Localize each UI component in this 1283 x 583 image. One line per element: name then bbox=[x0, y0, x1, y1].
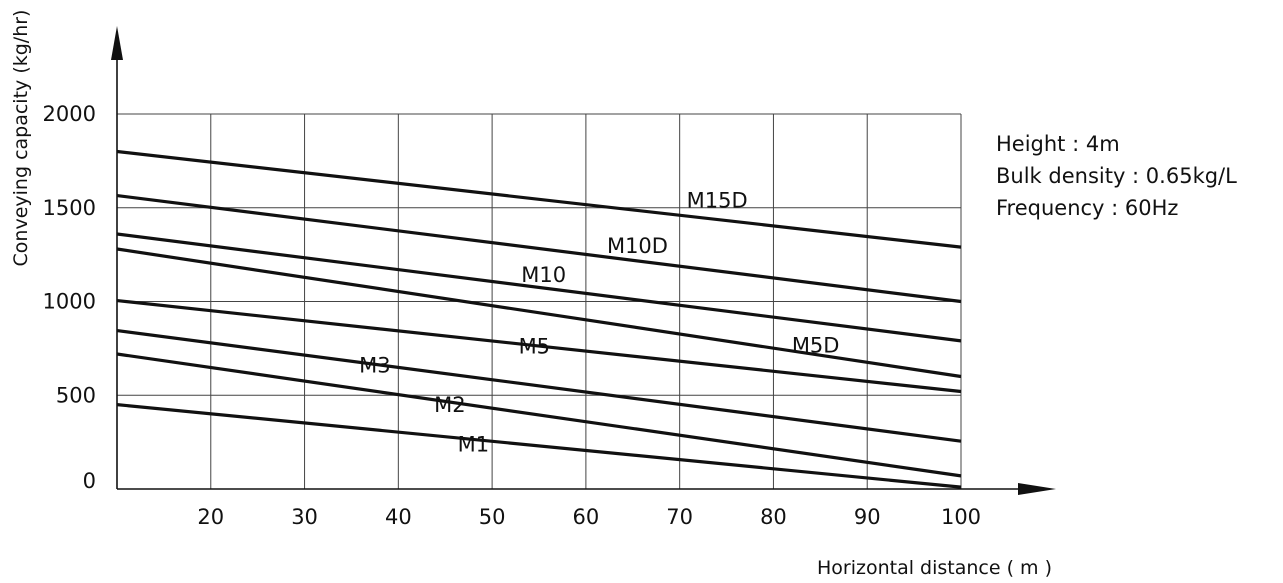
x-tick-label: 70 bbox=[666, 505, 693, 529]
x-tick-label: 80 bbox=[760, 505, 787, 529]
series-line-m10d bbox=[116, 193, 962, 304]
grid bbox=[117, 113, 962, 489]
x-tick-label: 40 bbox=[385, 505, 412, 529]
y-tick-label: 1000 bbox=[43, 290, 96, 314]
annotation-height: Height : 4m bbox=[996, 132, 1120, 156]
y-axis-arrow-icon bbox=[111, 26, 123, 60]
x-tick-label: 60 bbox=[573, 505, 600, 529]
series-line-m10 bbox=[116, 232, 962, 343]
annotation-bulk-density: Bulk density : 0.65kg/L bbox=[996, 164, 1237, 188]
x-tick-label: 50 bbox=[479, 505, 506, 529]
series-line-m5d bbox=[116, 247, 962, 379]
series-labels: M15D M10D M10 M5D M5 M3 M2 M1 bbox=[359, 189, 839, 457]
series-label-m1: M1 bbox=[458, 432, 489, 456]
annotation-frequency: Frequency : 60Hz bbox=[996, 196, 1179, 220]
series-label-m15d: M15D bbox=[687, 189, 748, 213]
series-line-m3 bbox=[116, 328, 962, 443]
axes bbox=[111, 26, 1056, 495]
y-tick-label: 0 bbox=[83, 469, 96, 493]
x-tick-label: 100 bbox=[941, 505, 981, 529]
x-axis-arrow-icon bbox=[1018, 483, 1056, 495]
series-line-m2 bbox=[116, 352, 962, 478]
x-tick-label: 90 bbox=[854, 505, 881, 529]
series-line-m15d bbox=[116, 149, 962, 249]
series-lines bbox=[116, 149, 962, 489]
x-tick-label: 20 bbox=[197, 505, 224, 529]
y-tick-label: 2000 bbox=[43, 102, 96, 126]
series-label-m5d: M5D bbox=[792, 334, 840, 358]
x-tick-label: 30 bbox=[291, 505, 318, 529]
series-line-m1 bbox=[116, 403, 962, 489]
series-label-m2: M2 bbox=[434, 393, 465, 417]
y-tick-label: 500 bbox=[56, 383, 96, 407]
series-label-m3: M3 bbox=[359, 353, 390, 377]
y-axis-title: Conveying capacity (kg/hr) bbox=[10, 10, 32, 267]
x-axis-title: Horizontal distance ( m ) bbox=[817, 557, 1052, 579]
series-line-m5 bbox=[116, 298, 962, 394]
series-label-m10: M10 bbox=[521, 263, 566, 287]
series-label-m5: M5 bbox=[519, 335, 550, 359]
y-tick-label: 1500 bbox=[43, 196, 96, 220]
series-label-m10d: M10D bbox=[607, 234, 668, 258]
